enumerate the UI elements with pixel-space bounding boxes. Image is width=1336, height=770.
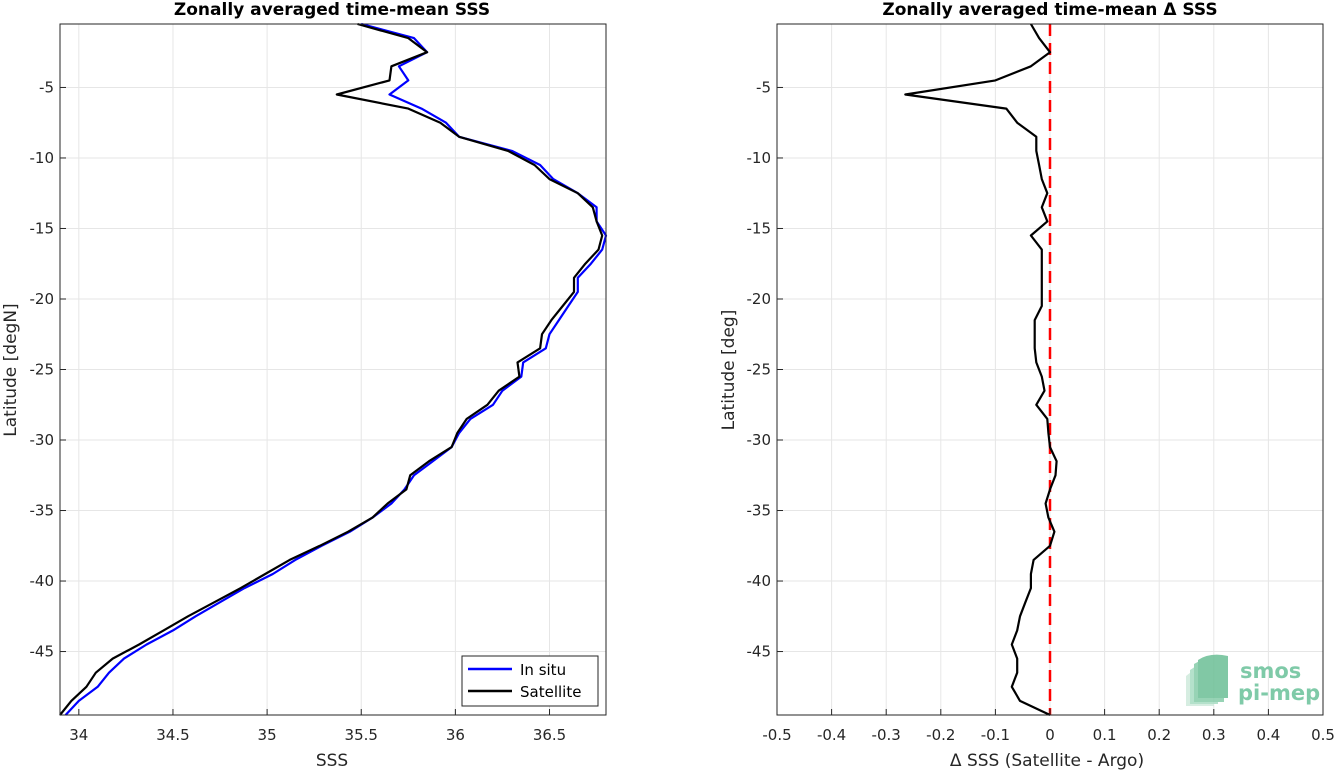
- logo-text-pi-mep: pi-mep: [1238, 681, 1320, 705]
- legend-label-in-situ: In situ: [520, 661, 566, 679]
- right-x-tick-label: 0.2: [1147, 726, 1171, 744]
- left-chart-title: Zonally averaged time-mean SSS: [174, 0, 490, 20]
- left-y-tick-label: -15: [30, 219, 55, 237]
- right-y-tick-label: -10: [747, 149, 772, 167]
- logo-waves-icon: [1186, 654, 1228, 706]
- left-x-tick-label: 34.5: [156, 726, 189, 744]
- smos-pi-mep-logo: smos pi-mep: [1186, 654, 1320, 706]
- logo-text-smos: smos: [1240, 659, 1301, 683]
- right-chart: Zonally averaged time-mean Δ SSS -0.5 -0.…: [719, 0, 1335, 770]
- left-y-tick-label: -35: [30, 502, 55, 520]
- right-series-line-0: [904, 23, 1058, 716]
- right-x-tick-label: 0.5: [1311, 726, 1335, 744]
- left-y-tick-label: -25: [30, 361, 55, 379]
- left-ticks: 34 34.5 35 35.5 36 36.5 -5 -10 -15 -20 -25 -30 -35 -4…: [30, 78, 567, 744]
- left-x-tick-label: 35.5: [345, 726, 378, 744]
- right-x-tick-label: 0: [1045, 726, 1055, 744]
- right-x-tick-label: -0.1: [981, 726, 1010, 744]
- right-xlabel: Δ SSS (Satellite - Argo): [950, 751, 1144, 770]
- left-y-tick-label: -5: [39, 78, 54, 96]
- left-grid: [60, 24, 606, 715]
- left-y-tick-label: -20: [30, 290, 55, 308]
- left-chart: Zonally averaged time-mean SSS 34 34.5 35 3…: [1, 0, 608, 770]
- legend-label-satellite: Satellite: [520, 683, 581, 701]
- right-x-tick-label: -0.5: [762, 726, 791, 744]
- left-x-tick-label: 34: [69, 726, 88, 744]
- right-grid: [776, 24, 1324, 715]
- left-series-group: [59, 22, 608, 716]
- legend-box: [461, 655, 599, 707]
- right-y-tick-label: -15: [747, 219, 772, 237]
- right-y-tick-label: -40: [747, 572, 772, 590]
- left-y-tick-label: -45: [30, 643, 55, 661]
- right-x-tick-label: 0.3: [1202, 726, 1226, 744]
- right-y-tick-label: -20: [747, 290, 772, 308]
- right-x-tick-label: -0.4: [817, 726, 846, 744]
- right-x-tick-label: -0.3: [872, 726, 901, 744]
- right-series-group: [904, 23, 1058, 716]
- left-y-tick-label: -10: [30, 149, 55, 167]
- right-y-tick-label: -25: [747, 361, 772, 379]
- left-series-line-satellite: [59, 22, 604, 716]
- legend: In situ Satellite: [461, 655, 599, 707]
- right-y-tick-label: -35: [747, 502, 772, 520]
- right-y-tick-label: -45: [747, 643, 772, 661]
- right-ticks: -0.5 -0.4 -0.3 -0.2 -0.1 0 0.1 0.2 0.3 0.4 0.5 -5 -1…: [747, 78, 1335, 744]
- left-ylabel: Latitude [degN]: [1, 303, 21, 436]
- right-ylabel: Latitude [deg]: [719, 310, 739, 431]
- right-y-tick-label: -30: [747, 431, 772, 449]
- right-x-tick-label: -0.2: [926, 726, 955, 744]
- left-x-tick-label: 35: [258, 726, 277, 744]
- right-x-tick-label: 0.1: [1093, 726, 1117, 744]
- left-x-tick-label: 36: [446, 726, 465, 744]
- left-y-tick-label: -30: [30, 431, 55, 449]
- right-chart-title: Zonally averaged time-mean Δ SSS: [882, 0, 1217, 20]
- left-y-tick-label: -40: [30, 572, 55, 590]
- right-x-tick-label: 0.4: [1256, 726, 1280, 744]
- left-xlabel: SSS: [316, 751, 348, 770]
- right-y-tick-label: -5: [756, 78, 771, 96]
- left-x-tick-label: 36.5: [533, 726, 566, 744]
